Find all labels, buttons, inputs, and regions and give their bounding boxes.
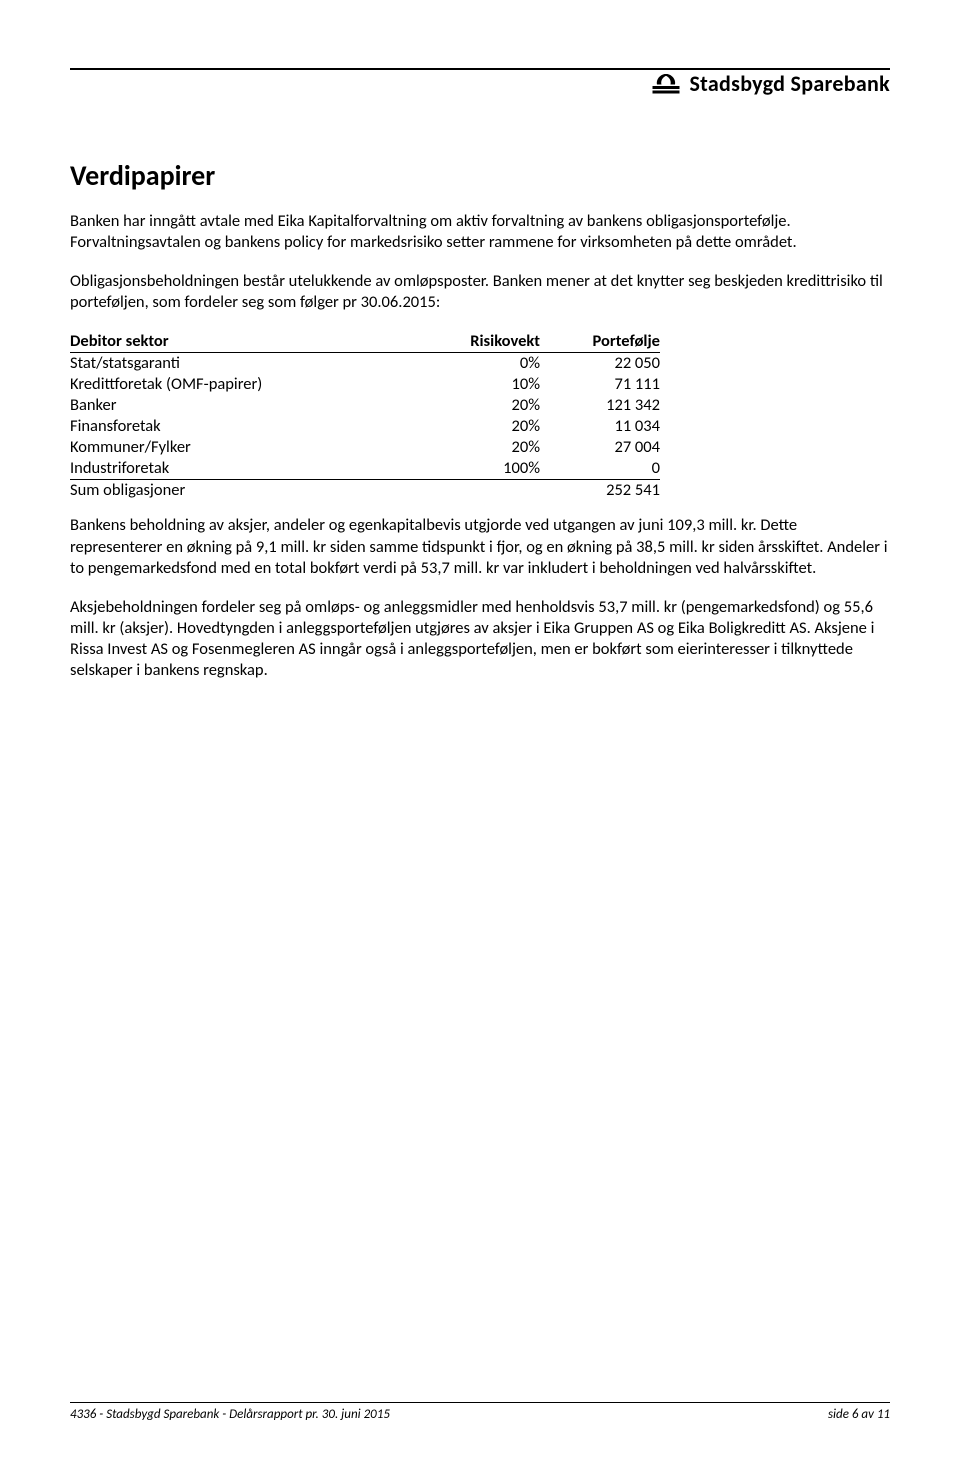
table-sum-row: Sum obligasjoner 252 541: [70, 480, 660, 502]
paragraph-4: Aksjebeholdningen fordeler seg på omløps…: [70, 597, 890, 681]
paragraph-2: Obligasjonsbeholdningen består utelukken…: [70, 271, 890, 313]
cell-portfolio: 27 004: [540, 437, 660, 458]
cell-label: Kommuner/Fylker: [70, 437, 410, 458]
table-row: Finansforetak 20% 11 034: [70, 416, 660, 437]
page-header: Stadsbygd Sparebank: [70, 68, 890, 128]
cell-portfolio: 0: [540, 458, 660, 480]
table-row: Industriforetak 100% 0: [70, 458, 660, 480]
cell-portfolio: 121 342: [540, 395, 660, 416]
cell-label: Finansforetak: [70, 416, 410, 437]
sum-portfolio: 252 541: [540, 480, 660, 502]
brand: Stadsbygd Sparebank: [651, 68, 890, 98]
cell-risk: 20%: [410, 395, 540, 416]
paragraph-3: Bankens beholdning av aksjer, andeler og…: [70, 515, 890, 578]
cell-risk: 20%: [410, 437, 540, 458]
document-page: Stadsbygd Sparebank Verdipapirer Banken …: [0, 0, 960, 1458]
table-row: Kommuner/Fylker 20% 27 004: [70, 437, 660, 458]
cell-label: Stat/statsgaranti: [70, 353, 410, 375]
footer-left: 4336 - Stadsbygd Sparebank - Delårsrappo…: [70, 1407, 390, 1422]
cell-risk: 100%: [410, 458, 540, 480]
table-header-row: Debitor sektor Risikovekt Portefølje: [70, 331, 660, 353]
cell-risk: 0%: [410, 353, 540, 375]
cell-portfolio: 22 050: [540, 353, 660, 375]
col-header-portfolio: Portefølje: [540, 331, 660, 353]
col-header-sector: Debitor sektor: [70, 331, 410, 353]
sum-risk: [410, 480, 540, 502]
bank-logo-icon: [651, 68, 681, 98]
cell-risk: 20%: [410, 416, 540, 437]
table-row: Banker 20% 121 342: [70, 395, 660, 416]
footer-right: side 6 av 11: [828, 1407, 890, 1422]
brand-name: Stadsbygd Sparebank: [689, 70, 890, 97]
cell-portfolio: 11 034: [540, 416, 660, 437]
footer-rule: [70, 1402, 890, 1403]
cell-label: Banker: [70, 395, 410, 416]
page-footer: 4336 - Stadsbygd Sparebank - Delårsrappo…: [70, 1402, 890, 1422]
paragraph-1: Banken har inngått avtale med Eika Kapit…: [70, 211, 890, 253]
cell-label: Industriforetak: [70, 458, 410, 480]
sum-label: Sum obligasjoner: [70, 480, 410, 502]
cell-risk: 10%: [410, 374, 540, 395]
cell-label: Kredittforetak (OMF-papirer): [70, 374, 410, 395]
table-row: Stat/statsgaranti 0% 22 050: [70, 353, 660, 375]
table-row: Kredittforetak (OMF-papirer) 10% 71 111: [70, 374, 660, 395]
section-heading: Verdipapirer: [70, 158, 890, 193]
col-header-risk: Risikovekt: [410, 331, 540, 353]
cell-portfolio: 71 111: [540, 374, 660, 395]
portfolio-table: Debitor sektor Risikovekt Portefølje Sta…: [70, 331, 660, 501]
